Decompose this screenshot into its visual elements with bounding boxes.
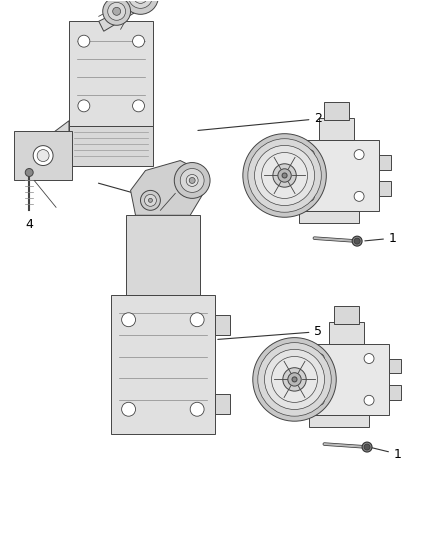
Circle shape: [273, 164, 296, 187]
Circle shape: [243, 134, 326, 217]
Bar: [290, 140, 379, 211]
Circle shape: [113, 7, 120, 15]
Circle shape: [304, 150, 314, 159]
Circle shape: [78, 100, 90, 112]
Circle shape: [33, 146, 53, 166]
Bar: [389, 359, 401, 374]
Circle shape: [103, 0, 131, 25]
Bar: [126, 215, 200, 295]
Bar: [69, 21, 153, 126]
Circle shape: [37, 150, 49, 161]
Text: 5: 5: [218, 325, 322, 340]
Text: 3: 3: [99, 183, 178, 211]
Circle shape: [133, 35, 145, 47]
Bar: [389, 385, 401, 400]
Bar: [334, 306, 359, 324]
Circle shape: [292, 377, 297, 382]
Circle shape: [364, 444, 370, 450]
Text: 1: 1: [365, 232, 397, 245]
Circle shape: [122, 402, 135, 416]
Bar: [215, 315, 230, 335]
Circle shape: [364, 353, 374, 364]
Circle shape: [145, 195, 156, 206]
Circle shape: [362, 442, 372, 452]
Text: 4: 4: [25, 218, 33, 231]
Circle shape: [314, 353, 324, 364]
Circle shape: [278, 169, 291, 182]
Circle shape: [261, 152, 307, 198]
Polygon shape: [99, 0, 150, 31]
Circle shape: [283, 368, 306, 391]
Circle shape: [123, 0, 159, 14]
Circle shape: [129, 0, 152, 9]
Circle shape: [314, 395, 324, 405]
Circle shape: [148, 198, 152, 203]
Circle shape: [186, 174, 198, 187]
Circle shape: [248, 139, 321, 212]
Circle shape: [354, 150, 364, 159]
Bar: [14, 131, 72, 181]
Circle shape: [253, 337, 336, 421]
Circle shape: [254, 146, 314, 206]
Bar: [69, 126, 153, 166]
Bar: [309, 415, 369, 427]
Circle shape: [282, 173, 287, 178]
Circle shape: [258, 343, 331, 416]
Circle shape: [134, 0, 148, 3]
Circle shape: [364, 395, 374, 405]
Bar: [300, 344, 389, 415]
Circle shape: [272, 357, 318, 402]
Bar: [379, 155, 391, 169]
Circle shape: [190, 402, 204, 416]
Circle shape: [25, 168, 33, 176]
Bar: [379, 181, 391, 196]
Circle shape: [133, 100, 145, 112]
Polygon shape: [131, 160, 205, 215]
Circle shape: [352, 236, 362, 246]
Bar: [319, 118, 354, 140]
Circle shape: [288, 373, 301, 386]
Circle shape: [141, 190, 160, 211]
Bar: [300, 211, 359, 223]
Polygon shape: [49, 121, 69, 160]
Circle shape: [174, 163, 210, 198]
Bar: [329, 322, 364, 344]
Circle shape: [190, 313, 204, 327]
Circle shape: [122, 313, 135, 327]
Circle shape: [304, 191, 314, 201]
Bar: [111, 295, 215, 434]
Circle shape: [265, 349, 325, 409]
Circle shape: [78, 35, 90, 47]
Circle shape: [354, 191, 364, 201]
Circle shape: [180, 168, 204, 192]
Circle shape: [108, 2, 126, 20]
Bar: [324, 102, 349, 120]
Text: 2: 2: [198, 112, 322, 131]
Circle shape: [354, 238, 360, 244]
Circle shape: [189, 177, 195, 183]
Text: 1: 1: [372, 448, 402, 461]
Bar: [215, 394, 230, 414]
